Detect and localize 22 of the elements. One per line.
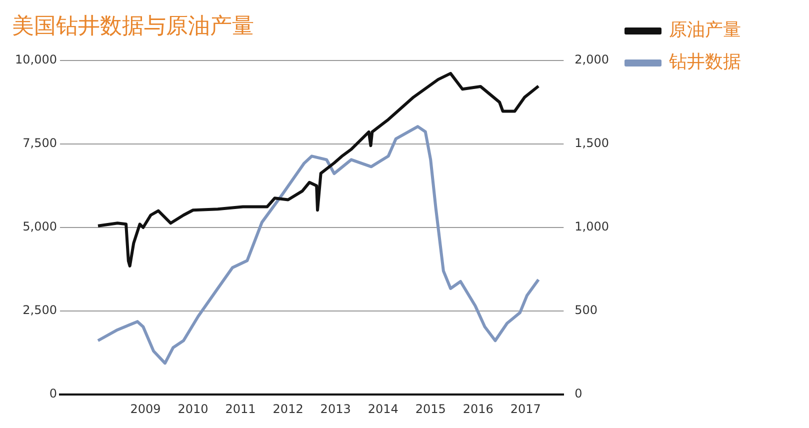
legend-label: 原油产量 bbox=[669, 20, 741, 41]
x-tick-label: 2013 bbox=[320, 402, 351, 416]
y2-tick-label: 0 bbox=[574, 386, 582, 401]
y-tick-label: 5,000 bbox=[22, 220, 57, 234]
y-tick-label: 10,000 bbox=[14, 52, 57, 67]
x-tick-label: 2015 bbox=[415, 402, 446, 416]
x-tick-label: 2010 bbox=[178, 402, 208, 416]
x-tick-label: 2014 bbox=[368, 402, 398, 416]
y-tick-label: 0 bbox=[49, 386, 57, 401]
x-tick-label: 2012 bbox=[272, 402, 304, 416]
legend-label: 钻井数据 bbox=[668, 52, 741, 73]
chart-title: 美国钻井数据与原油产量 bbox=[12, 14, 254, 39]
x-tick-label: 2009 bbox=[130, 402, 161, 416]
y-tick-label: 2,500 bbox=[22, 303, 57, 318]
x-tick-label: 2011 bbox=[225, 402, 256, 416]
y-tick-label: 7,500 bbox=[22, 136, 57, 150]
y2-tick-label: 500 bbox=[574, 303, 598, 318]
y2-tick-label: 1,000 bbox=[574, 220, 610, 234]
y2-tick-label: 1,500 bbox=[574, 136, 610, 150]
x-tick-label: 2017 bbox=[510, 402, 541, 416]
y2-tick-label: 2,000 bbox=[574, 52, 610, 67]
x-tick-label: 2016 bbox=[462, 402, 494, 416]
